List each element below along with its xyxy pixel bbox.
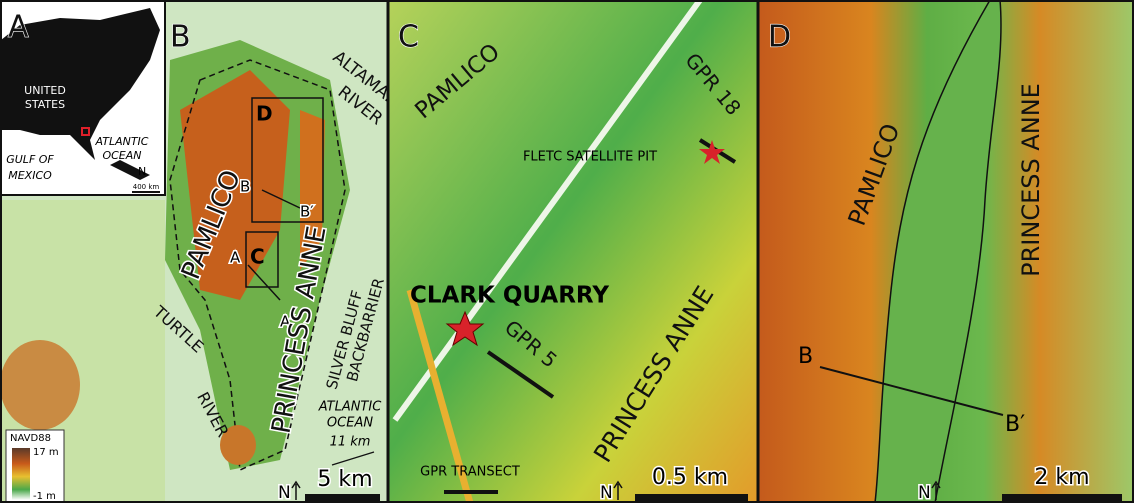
legend-max: 17 m xyxy=(33,447,59,458)
ocean-label: OCEAN xyxy=(102,149,141,162)
panel-letter: D xyxy=(768,20,791,55)
north-arrow: N xyxy=(918,483,931,503)
point-label: B xyxy=(798,344,813,369)
quarry-label: CLARK QUARRY xyxy=(410,283,609,309)
legend-min: -1 m xyxy=(33,491,56,502)
point-label: A xyxy=(230,249,241,267)
pit-label: FLETC SATELLITE PIT xyxy=(523,150,657,165)
figure: B ALTAMAHA RIVER PAMLICO D C B B′ A A′ P… xyxy=(0,0,1134,503)
scale-bar xyxy=(635,494,748,502)
transect-label: GPR TRANSECT xyxy=(420,465,520,480)
point-label: B′ xyxy=(1005,412,1025,437)
north-arrow: N xyxy=(278,483,291,503)
scale-label: 0.5 km xyxy=(652,465,728,490)
box-label: D xyxy=(256,102,273,126)
ocean-label: ATLANTIC xyxy=(318,400,383,415)
point-label: B xyxy=(240,178,250,196)
scale-label: 400 km xyxy=(133,183,160,191)
princess-anne-label: PRINCESS ANNE xyxy=(1017,83,1045,277)
wave-label: 11 km xyxy=(330,435,371,450)
country-label: UNITED xyxy=(24,84,66,97)
terrain xyxy=(0,340,80,430)
gulf-label: GULF OF xyxy=(6,153,54,166)
north-arrow: N xyxy=(600,483,613,503)
page: B ALTAMAHA RIVER PAMLICO D C B B′ A A′ P… xyxy=(0,0,1134,503)
box-label: C xyxy=(250,245,265,269)
point-label: B′ xyxy=(300,203,314,221)
ocean-label: ATLANTIC xyxy=(95,135,149,148)
scale-bar xyxy=(305,494,380,501)
scale-bar xyxy=(1002,494,1122,502)
legend-title: NAVD88 xyxy=(10,433,51,444)
scale-label: 5 km xyxy=(317,467,372,492)
ocean-label: OCEAN xyxy=(327,416,373,431)
panel-letter: A xyxy=(8,10,29,45)
gulf-label: MEXICO xyxy=(8,169,52,182)
country-label: STATES xyxy=(25,98,65,111)
legend-ramp xyxy=(12,448,30,500)
panel-letter: B xyxy=(170,20,191,55)
scale-label: 2 km xyxy=(1034,465,1089,490)
panel-letter: C xyxy=(398,20,419,55)
north-arrow: N xyxy=(138,165,146,178)
